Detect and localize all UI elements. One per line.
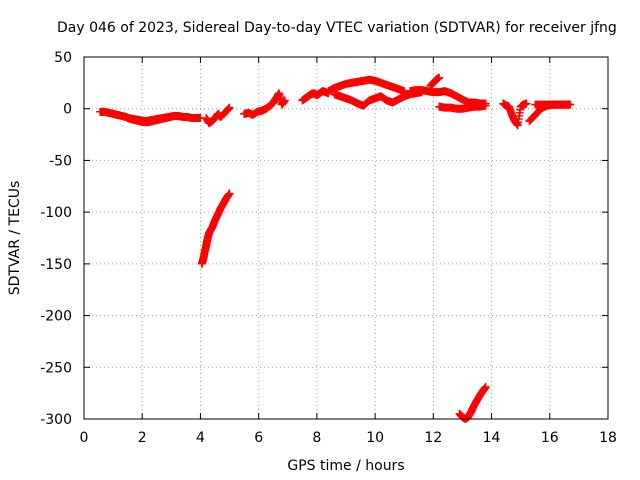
x-tick-label: 6: [254, 430, 263, 446]
data-point: [170, 111, 179, 120]
y-tick-label: -150: [40, 257, 72, 273]
y-axis-label: SDTVAR / TECUs: [7, 181, 23, 296]
series-spike-12h: [426, 73, 444, 90]
series-band-6h: [240, 89, 289, 119]
series-arc-13h: [455, 382, 490, 423]
x-tick-label: 10: [366, 430, 384, 446]
data-point: [225, 189, 234, 198]
y-tick-label: -100: [40, 205, 72, 221]
data-points: [96, 73, 575, 423]
x-tick-label: 8: [312, 430, 321, 446]
series-band-8-10h: [324, 75, 409, 96]
series-band-11-13h: [406, 86, 490, 108]
x-tick-label: 0: [80, 430, 89, 446]
series-band-7-8h: [298, 87, 333, 105]
x-tick-label: 18: [599, 430, 617, 446]
data-point: [522, 99, 531, 108]
x-tick-label: 12: [424, 430, 442, 446]
x-tick-label: 16: [541, 430, 559, 446]
y-tick-label: -250: [40, 360, 72, 376]
y-tick-label: -200: [40, 309, 72, 325]
data-point: [481, 382, 490, 391]
y-tick-label: -300: [40, 412, 72, 428]
y-tick-label: 0: [63, 102, 72, 118]
series-main-band-early-2: [123, 111, 179, 126]
axis-ticks: 0 2 4 6 8 10 12 14 16 18 50 0 -50 -100 -150 -200 -250 -30…: [40, 50, 617, 446]
plot-frame: [83, 56, 609, 420]
x-tick-label: 4: [196, 430, 205, 446]
data-point: [225, 103, 234, 112]
series-scatter-4h: [202, 103, 234, 128]
x-tick-label: 14: [483, 430, 501, 446]
data-point: [280, 96, 289, 105]
x-axis-label: GPS time / hours: [287, 458, 404, 474]
y-tick-label: -50: [49, 153, 72, 169]
y-tick-label: 50: [54, 50, 72, 66]
data-point: [481, 101, 490, 110]
data-point: [435, 73, 444, 82]
series-band-15-17h-flat: [531, 100, 575, 109]
series-arc-4h: [197, 189, 234, 268]
series-band-14-15h: [499, 99, 531, 130]
grid-lines: [84, 57, 608, 419]
series-band-12-14h-lower: [435, 101, 490, 113]
chart-title: Day 046 of 2023, Sidereal Day-to-day VTE…: [57, 20, 617, 36]
data-point: [566, 100, 575, 109]
x-tick-label: 2: [138, 430, 147, 446]
